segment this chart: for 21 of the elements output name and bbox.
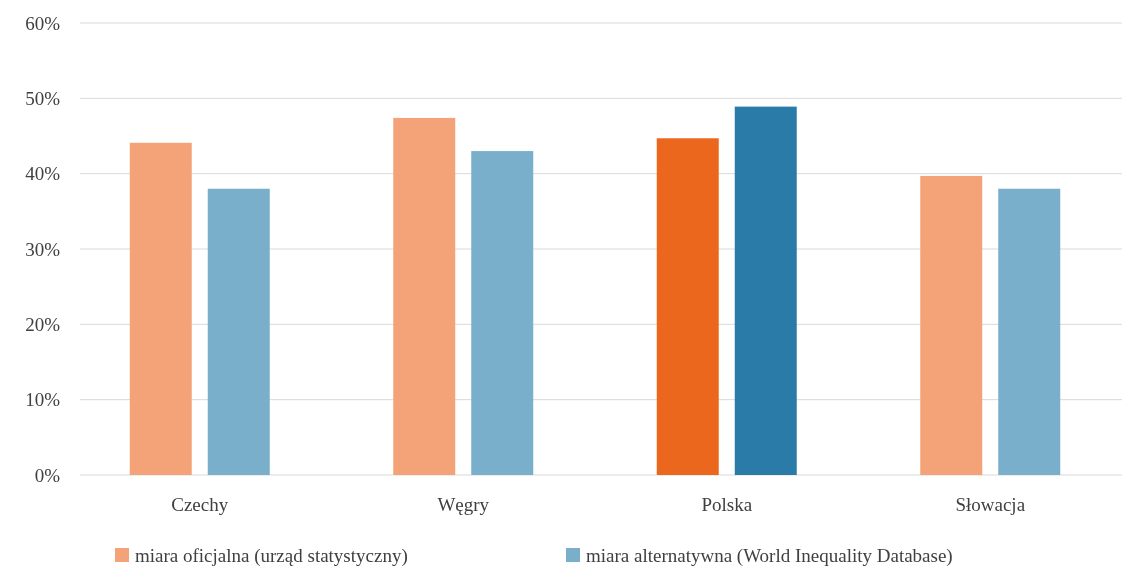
- y-tick-label: 0%: [34, 464, 61, 486]
- y-tick-label: 20%: [25, 313, 61, 335]
- legend-label: miara alternatywna (World Inequality Database): [586, 545, 953, 567]
- bar: [207, 188, 270, 475]
- y-tick-label: 40%: [25, 163, 61, 185]
- y-tick-label: 10%: [25, 389, 61, 411]
- bar: [998, 188, 1061, 475]
- legend-label: miara oficjalna (urząd statystyczny): [135, 545, 408, 567]
- bar: [734, 106, 797, 475]
- y-tick-label: 50%: [25, 87, 61, 109]
- bar: [471, 151, 534, 475]
- bar: [393, 117, 456, 475]
- x-tick-label: Węgry: [437, 494, 490, 515]
- y-tick-label: 60%: [25, 12, 61, 34]
- y-tick-label: 30%: [25, 238, 61, 260]
- x-tick-label: Czechy: [171, 494, 229, 515]
- bar: [920, 175, 983, 475]
- bar: [656, 138, 719, 475]
- x-tick-label: Słowacja: [955, 494, 1026, 515]
- bar: [129, 142, 192, 475]
- x-tick-label: Polska: [701, 494, 753, 515]
